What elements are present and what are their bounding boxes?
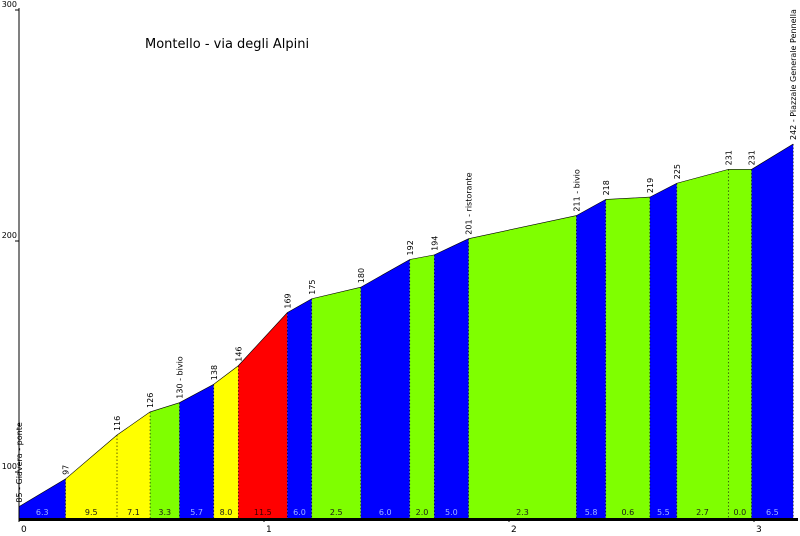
segment-gradient-label: 6.3 bbox=[36, 508, 49, 517]
segment-area bbox=[360, 259, 410, 518]
segment-area bbox=[150, 402, 180, 518]
segment-area bbox=[576, 199, 606, 519]
point-elevation-label: 169 bbox=[283, 293, 292, 308]
point-elevation-label: 242 - Piazzale Generale Pennella bbox=[789, 9, 798, 140]
point-elevation-label: 192 bbox=[406, 240, 415, 255]
point-elevation-label: 211 - bivio bbox=[572, 169, 581, 212]
segment-area bbox=[468, 215, 577, 518]
segment-area bbox=[676, 169, 729, 518]
segment-gradient-label: 9.5 bbox=[85, 508, 98, 517]
point-elevation-label: 225 bbox=[673, 164, 682, 179]
point-elevation-label: 97 bbox=[62, 465, 71, 475]
segment-gradient-label: 6.0 bbox=[293, 508, 306, 517]
segment-area bbox=[649, 183, 677, 518]
y-tick-label: 100 bbox=[2, 462, 17, 471]
segment-area bbox=[65, 435, 117, 518]
segment-gradient-label: 5.8 bbox=[585, 508, 598, 517]
point-elevation-label: 231 bbox=[748, 150, 757, 165]
point-elevation-label: 180 bbox=[357, 268, 366, 283]
y-tick-label: 200 bbox=[2, 231, 17, 240]
x-tick-label: 3 bbox=[756, 525, 762, 535]
x-tick-label: 1 bbox=[266, 525, 272, 535]
x-tick-label: 2 bbox=[511, 525, 517, 535]
point-elevation-label: 85 - Giavera - ponte bbox=[15, 422, 24, 502]
point-elevation-label: 138 bbox=[210, 365, 219, 380]
point-elevation-label: 116 bbox=[113, 416, 122, 431]
segment-area bbox=[751, 143, 794, 519]
profile-line bbox=[18, 143, 794, 507]
segment-gradient-label: 2.7 bbox=[696, 508, 709, 517]
segment-area bbox=[605, 197, 650, 519]
segment-area bbox=[409, 254, 435, 519]
point-elevation-label: 130 - bivio bbox=[175, 356, 184, 399]
segment-area bbox=[213, 365, 239, 518]
segment-area bbox=[117, 411, 151, 518]
segment-area bbox=[311, 287, 361, 518]
segment-gradient-label: 2.0 bbox=[416, 508, 429, 517]
point-elevation-label: 175 bbox=[308, 279, 317, 294]
point-elevation-label: 146 bbox=[234, 346, 243, 361]
segment-gradient-label: 3.3 bbox=[158, 508, 171, 517]
segment-area bbox=[179, 384, 214, 518]
segment-gradient-label: 2.5 bbox=[330, 508, 343, 517]
segment-gradient-label: 5.5 bbox=[657, 508, 670, 517]
x-tick-label: 0 bbox=[21, 525, 27, 535]
profile-outline bbox=[18, 143, 794, 507]
segment-gradient-label: 5.7 bbox=[190, 508, 203, 517]
segment-dividers bbox=[65, 143, 794, 518]
segment-area bbox=[238, 312, 288, 518]
segment-gradient-label: 5.0 bbox=[445, 508, 458, 517]
point-labels: 85 - Giavera - ponte 97 116 126 130 - bivio 1… bbox=[15, 9, 798, 503]
segment-gradient-label: 7.1 bbox=[127, 508, 140, 517]
segment-gradient-label: 0.6 bbox=[621, 508, 634, 517]
point-elevation-label: 231 bbox=[724, 150, 733, 165]
chart-title: Montello - via degli Alpini bbox=[145, 37, 309, 52]
y-tick-label: 300 bbox=[2, 0, 17, 9]
segment-gradient-label: 11.5 bbox=[254, 508, 272, 517]
segment-gradient-label: 0.0 bbox=[734, 508, 747, 517]
segment-gradient-label: 6.5 bbox=[766, 508, 779, 517]
point-elevation-label: 126 bbox=[146, 393, 155, 408]
point-elevation-label: 219 bbox=[646, 178, 655, 193]
segment-gradient-label: 8.0 bbox=[220, 508, 233, 517]
point-elevation-label: 194 bbox=[430, 236, 439, 251]
point-elevation-label: 218 bbox=[602, 180, 611, 195]
segment-area bbox=[19, 478, 66, 518]
gradient-segments: 6.3 9.5 7.1 3.3 5.7 8.0 11.5 6.0 2.5 6.0 2.0 5.0 2.3… bbox=[19, 143, 794, 519]
segment-gradient-label: 6.0 bbox=[379, 508, 392, 517]
point-elevation-label: 201 - ristorante bbox=[465, 172, 474, 234]
segment-area bbox=[287, 298, 312, 518]
x-axis-bar bbox=[19, 518, 798, 521]
segment-gradient-label: 2.3 bbox=[516, 508, 529, 517]
segment-area bbox=[434, 238, 469, 518]
segment-area bbox=[728, 169, 752, 518]
